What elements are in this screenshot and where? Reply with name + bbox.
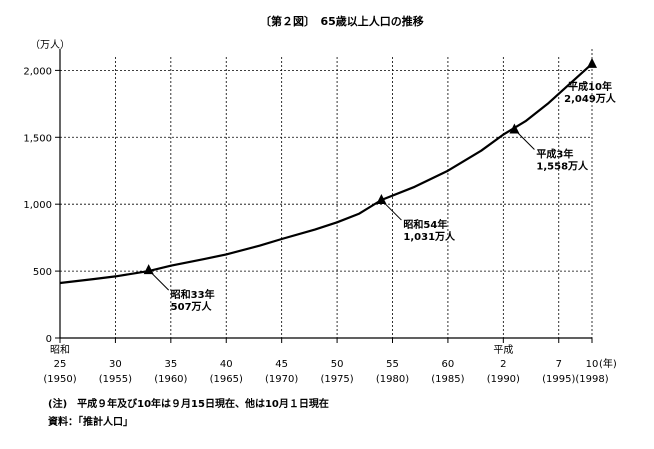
data-point-marker: [509, 123, 520, 134]
x-tick-label: 50: [331, 359, 344, 370]
x-tick-label: 10: [586, 359, 599, 370]
x-tick-label: 60: [442, 359, 455, 370]
x-tick-year: (1970): [265, 374, 298, 385]
annotation-label: 昭和54年: [403, 218, 447, 231]
note-line: (注) 平成９年及び10年は９月15日現在、他は10月１日現在: [48, 399, 329, 410]
x-era-label: 平成: [493, 344, 513, 356]
y-axis-unit: （万人）: [30, 39, 70, 51]
y-tick-label: 1,000: [23, 200, 52, 211]
x-tick-year: (1995): [542, 374, 575, 385]
annotation-label: 平成10年: [568, 80, 612, 93]
data-series: [59, 62, 593, 285]
annotation-label: 507万人: [171, 300, 213, 313]
annotation-label: 1,031万人: [403, 230, 456, 243]
y-tick-labels: 0 500 1,000 1,500 2,000: [23, 66, 52, 345]
x-tick-year: (1950): [43, 374, 76, 385]
x-tick-label: 2: [500, 359, 506, 370]
annotation-label: 2,049万人: [564, 92, 617, 105]
data-point-marker: [143, 264, 154, 275]
x-tick-label: 30: [109, 359, 122, 370]
x-tick-label: 25: [54, 359, 67, 370]
x-tick-year: (1998): [575, 374, 608, 385]
y-tick-label: 500: [33, 267, 52, 278]
x-tick-year: (1990): [487, 374, 520, 385]
annotation-leader: [384, 202, 402, 221]
series-line: [59, 62, 593, 285]
x-tick-year: (1985): [431, 374, 464, 385]
y-tick-label: 2,000: [23, 66, 52, 77]
data-point-marker: [376, 194, 387, 205]
source-line: 資料：「推計人口」: [48, 417, 133, 428]
x-tick-year: (1965): [210, 374, 243, 385]
chart-title: 〔第２図〕 65歳以上人口の推移: [260, 14, 424, 28]
x-tick-year: (1975): [320, 374, 353, 385]
grid-lines: [60, 49, 593, 338]
annotation-label: 昭和33年: [171, 288, 215, 301]
x-tick-year: (1955): [99, 374, 132, 385]
x-era-label: 昭和: [50, 344, 70, 356]
x-tick-label: 45: [275, 359, 288, 370]
x-tick-label: 55: [386, 359, 399, 370]
axes: [55, 49, 593, 343]
x-tick-label: 7: [556, 359, 562, 370]
x-tick-year: (1980): [376, 374, 409, 385]
y-tick-label: 0: [46, 334, 52, 345]
y-tick-label: 1,500: [23, 133, 52, 144]
x-tick-labels: 昭和 25 (1950) 30 (1955) 35 (1960) 40 (1965) 45 (197…: [43, 344, 617, 385]
annotation-leader: [151, 272, 170, 291]
annotation-leader: [517, 132, 535, 150]
x-tick-label: 35: [164, 359, 177, 370]
data-point-marker: [587, 57, 597, 68]
annotation-label: 1,558万人: [536, 160, 589, 173]
x-tick-label: 40: [220, 359, 233, 370]
x-tick-year: (1960): [154, 374, 187, 385]
annotation-label: 平成3年: [536, 148, 573, 161]
x-axis-unit: (年): [599, 357, 617, 370]
